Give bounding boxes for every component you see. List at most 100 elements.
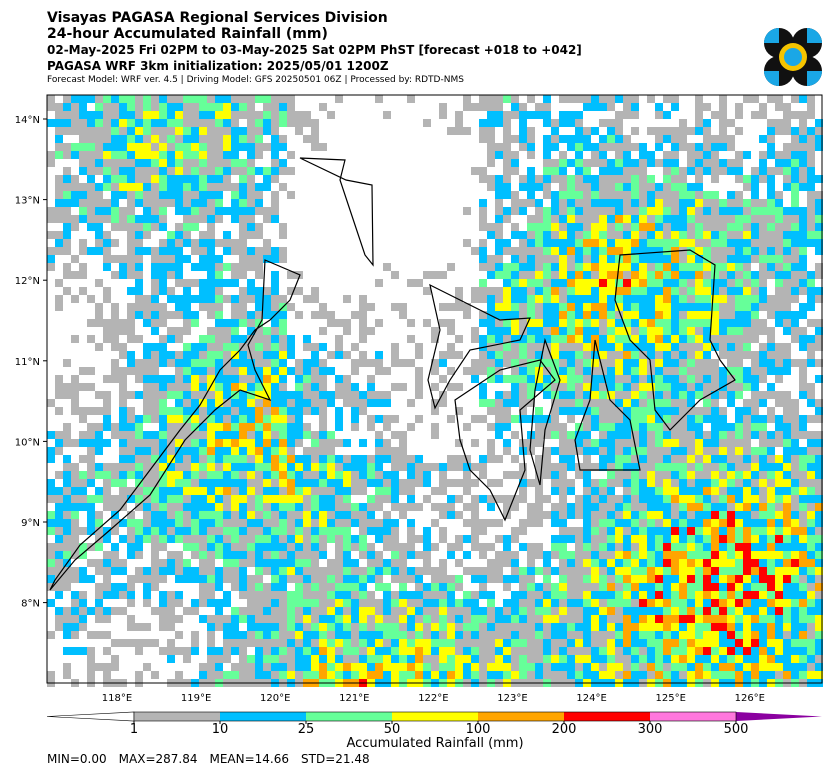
rain-cell <box>703 567 711 575</box>
rain-cell <box>655 455 663 463</box>
rain-cell <box>151 247 159 255</box>
rain-cell <box>751 455 759 463</box>
rain-cell <box>575 215 583 223</box>
rain-cell <box>503 639 511 647</box>
rain-cell <box>575 279 583 287</box>
rain-cell <box>567 295 575 303</box>
rain-cell <box>55 207 63 215</box>
rain-cell <box>615 231 623 239</box>
rain-cell <box>319 527 327 535</box>
rain-cell <box>767 143 775 151</box>
rain-cell <box>127 487 135 495</box>
rain-cell <box>615 319 623 327</box>
rain-cell <box>431 607 439 615</box>
rain-cell <box>703 447 711 455</box>
rain-cell <box>719 367 727 375</box>
rain-cell <box>743 591 751 599</box>
rain-cell <box>127 119 135 127</box>
rain-cell <box>751 239 759 247</box>
rain-cell <box>423 631 431 639</box>
rain-cell <box>615 199 623 207</box>
rain-cell <box>135 167 143 175</box>
rain-cell <box>767 415 775 423</box>
rain-cell <box>767 215 775 223</box>
rain-cell <box>519 239 527 247</box>
rain-cell <box>207 631 215 639</box>
rain-cell <box>583 311 591 319</box>
rain-cell <box>319 463 327 471</box>
rain-cell <box>607 415 615 423</box>
rain-cell <box>111 135 119 143</box>
rain-cell <box>799 215 807 223</box>
rain-cell <box>215 111 223 119</box>
rain-cell <box>415 583 423 591</box>
rain-cell <box>407 551 415 559</box>
rain-cell <box>231 471 239 479</box>
rain-cell <box>623 215 631 223</box>
rain-cell <box>87 247 95 255</box>
rain-cell <box>319 591 327 599</box>
rain-cell <box>215 255 223 263</box>
rain-cell <box>439 487 447 495</box>
rain-cell <box>711 255 719 263</box>
rain-cell <box>535 175 543 183</box>
rain-cell <box>319 503 327 511</box>
rain-cell <box>575 143 583 151</box>
rain-cell <box>743 535 751 543</box>
rain-cell <box>703 511 711 519</box>
rain-cell <box>63 535 71 543</box>
rain-cell <box>631 279 639 287</box>
rain-cell <box>695 463 703 471</box>
rain-cell <box>111 207 119 215</box>
rain-cell <box>567 375 575 383</box>
rain-cell <box>287 351 295 359</box>
rain-cell <box>807 151 815 159</box>
rain-cell <box>271 495 279 503</box>
rain-cell <box>655 535 663 543</box>
rain-cell <box>183 295 191 303</box>
rain-cell <box>127 527 135 535</box>
rain-cell <box>263 439 271 447</box>
rain-cell <box>655 111 663 119</box>
rain-cell <box>47 543 55 551</box>
rain-cell <box>639 215 647 223</box>
rain-cell <box>591 311 599 319</box>
rain-cell <box>807 279 815 287</box>
rain-cell <box>663 95 671 103</box>
rain-cell <box>71 295 79 303</box>
rain-cell <box>295 431 303 439</box>
rain-cell <box>735 199 743 207</box>
rain-cell <box>319 407 327 415</box>
rain-cell <box>71 439 79 447</box>
rain-cell <box>575 471 583 479</box>
rain-cell <box>143 143 151 151</box>
rain-cell <box>63 263 71 271</box>
rain-cell <box>103 247 111 255</box>
rain-cell <box>615 623 623 631</box>
rain-cell <box>239 351 247 359</box>
rain-cell <box>119 151 127 159</box>
rain-cell <box>247 223 255 231</box>
rain-cell <box>119 479 127 487</box>
rain-cell <box>191 175 199 183</box>
rain-cell <box>647 351 655 359</box>
rain-cell <box>143 207 151 215</box>
rain-cell <box>519 135 527 143</box>
rain-cell <box>175 591 183 599</box>
rain-cell <box>415 391 423 399</box>
rain-cell <box>783 495 791 503</box>
rain-cell <box>551 471 559 479</box>
rain-cell <box>95 527 103 535</box>
rain-cell <box>735 279 743 287</box>
rain-cell <box>727 351 735 359</box>
rain-cell <box>583 583 591 591</box>
rain-cell <box>687 231 695 239</box>
rain-cell <box>791 135 799 143</box>
rain-cell <box>551 247 559 255</box>
rain-cell <box>423 319 431 327</box>
rain-cell <box>663 415 671 423</box>
rain-cell <box>295 479 303 487</box>
rain-cell <box>223 535 231 543</box>
rain-cell <box>559 359 567 367</box>
rain-cell <box>687 239 695 247</box>
